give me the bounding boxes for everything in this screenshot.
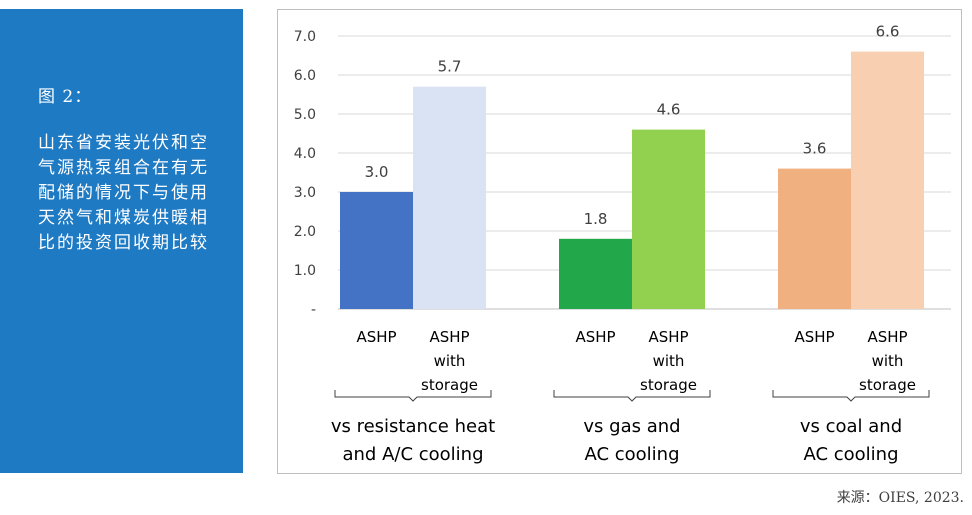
category-label: with	[872, 352, 904, 370]
category-label: ASHP	[867, 328, 907, 346]
y-tick-label: 3.0	[294, 185, 316, 201]
category-label: ASHP	[356, 328, 396, 346]
bar	[413, 86, 486, 309]
group-label: AC cooling	[584, 444, 679, 465]
category-label: storage	[640, 376, 697, 394]
group-bracket	[772, 390, 930, 402]
data-label: 3.0	[365, 163, 389, 181]
group-label: vs gas and	[583, 416, 680, 437]
bar	[778, 168, 851, 309]
figure-description: 山东省安装光伏和空气源热泵组合在有无配储的情况下与使用天然气和煤炭供暖相比的投资…	[38, 133, 209, 253]
data-label: 1.8	[584, 210, 608, 228]
y-tick-label: 4.0	[294, 146, 316, 162]
category-label: ASHP	[429, 328, 469, 346]
category-label: storage	[859, 376, 916, 394]
category-label: ASHP	[794, 328, 834, 346]
category-label: ASHP	[575, 328, 615, 346]
source-note: 来源：OIES, 2023.	[836, 490, 964, 506]
group-bracket	[553, 390, 711, 402]
y-tick-label: 2.0	[294, 224, 316, 240]
category-label: with	[434, 352, 466, 370]
data-label: 4.6	[657, 101, 681, 119]
figure-label: 图 2：	[38, 87, 93, 107]
chart-frame: - 1.0 2.0 3.0 4.0 5.0 6.0 7.0 3.0 ASHP 5.7 ASHP with…	[277, 9, 962, 474]
group-label: and A/C cooling	[342, 444, 483, 465]
category-label: with	[653, 352, 685, 370]
data-label: 3.6	[803, 140, 827, 158]
bar-chart: - 1.0 2.0 3.0 4.0 5.0 6.0 7.0 3.0 ASHP 5.7 ASHP with…	[294, 23, 951, 465]
y-tick-label: 6.0	[294, 68, 316, 84]
group-bracket	[334, 390, 492, 402]
group-label: vs coal and	[800, 416, 902, 437]
bar	[340, 192, 413, 309]
group-label: vs resistance heat	[331, 416, 495, 437]
category-label: ASHP	[648, 328, 688, 346]
y-tick-label: 1.0	[294, 263, 316, 279]
bar	[559, 238, 632, 309]
data-label: 5.7	[438, 58, 462, 76]
y-tick-label: 7.0	[294, 29, 316, 45]
y-tick-label: -	[311, 302, 316, 318]
data-label: 6.6	[876, 23, 900, 41]
sidebar-panel: 图 2： 山东省安装光伏和空气源热泵组合在有无配储的情况下与使用天然气和煤炭供暖…	[0, 9, 243, 473]
group-label: AC cooling	[803, 444, 898, 465]
category-label: storage	[421, 376, 478, 394]
bar	[632, 129, 705, 309]
bar	[851, 51, 924, 309]
y-tick-label: 5.0	[294, 107, 316, 123]
